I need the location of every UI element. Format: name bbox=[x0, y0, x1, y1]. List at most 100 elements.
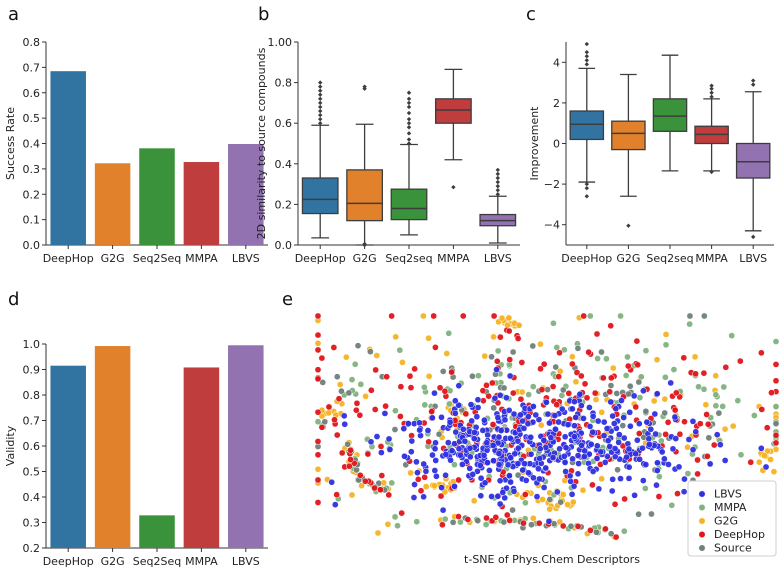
scatter-point-lbvs bbox=[446, 418, 454, 426]
scatter-point-deephop bbox=[432, 344, 439, 351]
scatter-point-source bbox=[552, 363, 560, 371]
scatter-point-source bbox=[474, 517, 482, 524]
scatter-point-lbvs bbox=[432, 439, 439, 447]
y-tick-label: 0.1 bbox=[23, 214, 41, 227]
scatter-point-lbvs bbox=[510, 488, 518, 495]
scatter-point-mmpa bbox=[553, 344, 561, 351]
scatter-title: t-SNE of Phys.Chem Descriptors bbox=[464, 553, 640, 566]
scatter-point-lbvs bbox=[647, 425, 655, 433]
scatter-point-lbvs bbox=[451, 397, 459, 405]
scatter-point-mmpa bbox=[396, 346, 404, 354]
scatter-point-lbvs bbox=[496, 500, 504, 508]
scatter-point-lbvs bbox=[506, 372, 514, 380]
scatter-point-g2g bbox=[729, 422, 737, 430]
box-seq2seq bbox=[652, 98, 688, 132]
scatter-point-deephop bbox=[624, 362, 632, 370]
scatter-point-deephop bbox=[314, 366, 322, 374]
scatter-point-g2g bbox=[431, 482, 438, 489]
x-tick-label: G2G bbox=[101, 252, 125, 265]
scatter-point-lbvs bbox=[692, 428, 700, 436]
x-tick-label: Seq2seq bbox=[385, 252, 432, 265]
scatter-point-mmpa bbox=[421, 401, 429, 409]
scatter-point-g2g bbox=[702, 401, 710, 409]
scatter-point-lbvs bbox=[494, 414, 502, 421]
scatter-point-lbvs bbox=[571, 422, 578, 430]
scatter-point-lbvs bbox=[589, 412, 597, 420]
x-tick-label: LBVS bbox=[484, 252, 512, 265]
scatter-point-lbvs bbox=[447, 456, 454, 464]
scatter-point-mmpa bbox=[624, 353, 631, 361]
scatter-point-lbvs bbox=[466, 465, 474, 472]
box-g2g bbox=[346, 169, 384, 222]
legend-marker-g2g bbox=[698, 517, 706, 525]
scatter-point-deephop bbox=[772, 361, 780, 368]
scatter-point-deephop bbox=[580, 312, 588, 320]
scatter-point-g2g bbox=[392, 333, 400, 341]
scatter-point-lbvs bbox=[575, 460, 582, 467]
scatter-point-lbvs bbox=[578, 402, 585, 409]
scatter-point-deephop bbox=[621, 495, 628, 503]
y-tick-label: 2 bbox=[553, 97, 560, 110]
scatter-point-deephop bbox=[371, 406, 379, 413]
scatter-point-lbvs bbox=[378, 449, 385, 456]
scatter-point-lbvs bbox=[542, 464, 550, 472]
y-tick-label: 0 bbox=[553, 138, 560, 151]
scatter-point-g2g bbox=[425, 334, 432, 342]
x-tick-label: DeepHop bbox=[295, 252, 346, 265]
x-tick-label: DeepHop bbox=[561, 252, 612, 265]
scatter-point-lbvs bbox=[461, 437, 469, 445]
scatter-point-deephop bbox=[589, 481, 596, 489]
scatter-point-deephop bbox=[591, 389, 599, 397]
scatter-point-deephop bbox=[632, 403, 640, 411]
scatter-point-mmpa bbox=[772, 338, 780, 345]
scatter-point-deephop bbox=[421, 473, 428, 481]
x-tick-label: MMPA bbox=[437, 252, 470, 265]
scatter-point-lbvs bbox=[404, 420, 412, 427]
scatter-point-lbvs bbox=[586, 404, 593, 411]
scatter-point-source bbox=[626, 382, 634, 390]
scatter-point-lbvs bbox=[574, 452, 582, 459]
scatter-point-lbvs bbox=[618, 397, 625, 404]
scatter-point-deephop bbox=[314, 312, 322, 320]
scatter-point-lbvs bbox=[672, 435, 680, 442]
scatter-point-lbvs bbox=[489, 442, 497, 449]
box-deephop-outlier bbox=[318, 116, 323, 122]
panel-d-validity-chart: d 0.2 0.3 0.4 0.5 0.6 0.7 0.8 0.9 1.0 Validity Deep… bbox=[4, 289, 268, 568]
scatter-point-source bbox=[559, 386, 567, 394]
box-deephop-outlier bbox=[318, 80, 323, 85]
scatter-point-mmpa bbox=[351, 360, 359, 368]
scatter-point-lbvs bbox=[611, 445, 619, 452]
scatter-point-deephop bbox=[347, 446, 354, 454]
scatter-point-lbvs bbox=[569, 405, 576, 413]
scatter-point-lbvs bbox=[571, 433, 578, 441]
bar-seq2seq bbox=[139, 148, 175, 245]
scatter-point-lbvs bbox=[488, 493, 495, 500]
scatter-point-lbvs bbox=[527, 433, 535, 441]
scatter-point-lbvs bbox=[493, 366, 500, 373]
scatter-point-lbvs bbox=[630, 392, 638, 400]
box-lbvs-outlier bbox=[495, 187, 500, 193]
scatter-point-lbvs bbox=[497, 427, 505, 434]
scatter-point-source bbox=[354, 342, 362, 350]
box-g2g-outlier bbox=[362, 241, 367, 247]
scatter-point-lbvs bbox=[689, 418, 697, 425]
scatter-point-lbvs bbox=[431, 467, 439, 474]
scatter-point-deephop bbox=[314, 331, 322, 339]
scatter-point-deephop bbox=[490, 312, 498, 320]
scatter-point-g2g bbox=[572, 378, 580, 386]
scatter-point-deephop bbox=[772, 377, 780, 385]
scatter-point-lbvs bbox=[667, 379, 675, 387]
scatter-point-lbvs bbox=[633, 436, 641, 444]
scatter-point-deephop bbox=[371, 484, 378, 492]
scatter-point-g2g bbox=[481, 352, 489, 360]
scatter-point-lbvs bbox=[429, 414, 436, 422]
scatter-point-deephop bbox=[503, 511, 511, 519]
scatter-point-lbvs bbox=[519, 466, 527, 474]
scatter-point-mmpa bbox=[642, 347, 650, 354]
scatter-point-lbvs bbox=[626, 408, 634, 416]
scatter-point-deephop bbox=[736, 357, 744, 365]
scatter-point-deephop bbox=[436, 384, 444, 392]
scatter-point-lbvs bbox=[620, 414, 628, 421]
scatter-point-lbvs bbox=[483, 439, 491, 447]
scatter-point-deephop bbox=[565, 389, 573, 397]
